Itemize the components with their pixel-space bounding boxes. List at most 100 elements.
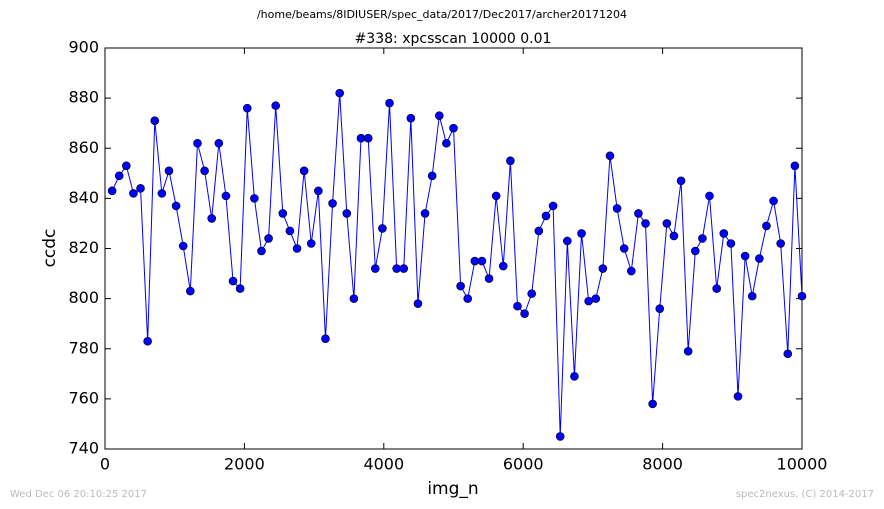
data-point xyxy=(463,294,473,303)
data-point xyxy=(627,266,636,276)
data-point xyxy=(164,166,174,176)
data-point xyxy=(306,239,316,248)
data-point xyxy=(570,372,579,381)
data-point xyxy=(662,219,672,228)
data-point xyxy=(790,161,800,171)
data-point xyxy=(506,156,515,166)
data-point xyxy=(278,209,288,218)
data-point xyxy=(242,103,252,113)
data-point xyxy=(271,101,280,110)
data-point xyxy=(776,239,785,248)
data-point xyxy=(292,244,302,253)
data-point xyxy=(484,274,494,283)
data-point xyxy=(676,176,686,186)
data-point xyxy=(107,186,117,196)
data-point xyxy=(122,161,131,171)
data-point xyxy=(214,138,224,148)
data-point xyxy=(712,284,721,293)
data-point xyxy=(619,244,629,253)
data-point xyxy=(769,196,778,206)
data-line xyxy=(111,93,803,437)
x-tick-label: 4000 xyxy=(363,455,404,474)
data-point xyxy=(335,88,344,98)
data-point xyxy=(477,256,487,266)
data-point xyxy=(648,399,657,409)
data-point xyxy=(207,214,217,223)
y-tick-label: 840 xyxy=(68,188,99,207)
data-point xyxy=(193,138,202,148)
data-point xyxy=(136,184,145,193)
data-point xyxy=(413,299,423,308)
data-point xyxy=(434,111,444,120)
data-point xyxy=(314,186,323,196)
data-point xyxy=(299,166,309,176)
data-point xyxy=(129,189,138,198)
data-point xyxy=(221,191,231,201)
data-point xyxy=(186,286,195,296)
data-point xyxy=(235,284,245,293)
data-point xyxy=(264,234,273,243)
data-point xyxy=(491,191,501,201)
data-point xyxy=(555,432,565,441)
data-point xyxy=(143,336,152,346)
data-point xyxy=(634,209,643,218)
data-point xyxy=(178,241,188,251)
data-point xyxy=(755,254,764,263)
x-tick-label: 6000 xyxy=(503,455,544,474)
data-point xyxy=(498,261,508,271)
data-point xyxy=(449,123,458,133)
data-point xyxy=(157,189,167,198)
y-tick-label: 740 xyxy=(68,439,99,458)
data-point xyxy=(563,236,572,246)
data-point xyxy=(370,264,380,273)
x-axis-label: img_n xyxy=(427,479,478,499)
x-tick-label: 8000 xyxy=(642,455,683,474)
data-point xyxy=(534,226,544,236)
data-point xyxy=(612,204,622,213)
data-point xyxy=(228,276,238,286)
data-point xyxy=(762,221,771,231)
data-point xyxy=(392,264,401,273)
data-point xyxy=(328,199,337,208)
y-tick-label: 820 xyxy=(68,238,99,257)
data-point xyxy=(321,334,330,344)
chart-title: #338: xpcsscan 10000 0.01 xyxy=(355,31,552,47)
data-point xyxy=(420,209,430,218)
data-point xyxy=(363,133,373,143)
data-point xyxy=(747,291,757,301)
data-point xyxy=(378,224,387,233)
y-tick-label: 860 xyxy=(68,138,99,157)
y-tick-label: 760 xyxy=(68,388,99,407)
data-point xyxy=(719,229,729,238)
data-point xyxy=(527,289,537,298)
data-point xyxy=(740,251,750,261)
data-point xyxy=(698,234,707,243)
y-tick-label: 880 xyxy=(68,88,99,107)
data-point xyxy=(349,294,359,303)
data-point xyxy=(470,256,480,266)
data-point xyxy=(541,211,551,221)
data-point xyxy=(406,113,416,123)
x-tick-label: 2000 xyxy=(224,455,265,474)
data-point xyxy=(427,171,437,181)
data-point xyxy=(598,264,608,273)
data-point xyxy=(733,392,743,401)
data-point xyxy=(285,226,295,236)
data-point xyxy=(577,229,586,238)
data-point xyxy=(690,246,700,256)
y-axis-label: ccdc xyxy=(40,229,60,268)
suptitle: /home/beams/8IDIUSER/spec_data/2017/Dec2… xyxy=(257,8,627,21)
data-point xyxy=(114,171,124,181)
data-point xyxy=(513,301,522,311)
data-point xyxy=(783,349,793,359)
data-point xyxy=(591,294,601,303)
data-point xyxy=(342,209,352,218)
data-point xyxy=(605,151,615,161)
data-point xyxy=(655,304,665,313)
data-point xyxy=(150,116,160,125)
footer-left: Wed Dec 06 20:10:25 2017 xyxy=(10,489,147,500)
data-point xyxy=(399,264,409,273)
data-point xyxy=(683,346,693,356)
x-tick-label: 10000 xyxy=(777,455,828,474)
